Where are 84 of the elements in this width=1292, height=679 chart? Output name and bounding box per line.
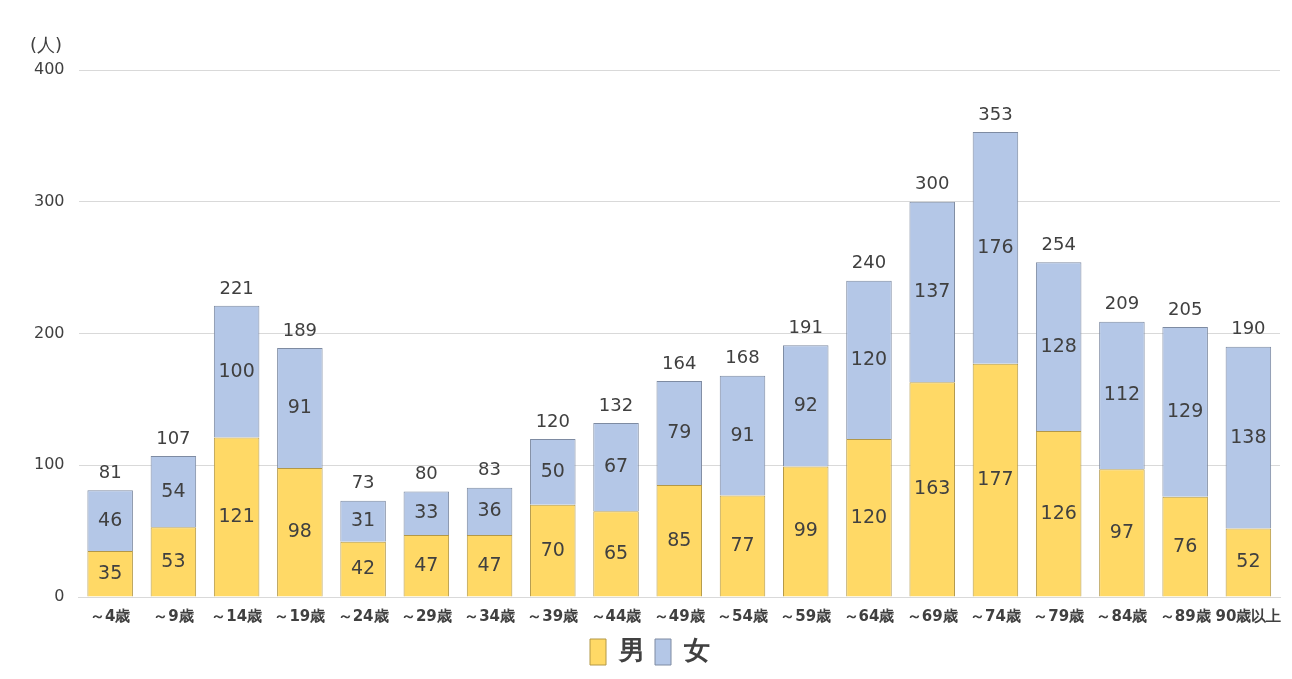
x-tick-label: ～4歳: [89, 606, 131, 625]
total-label: 190: [1231, 317, 1266, 339]
data-label: 137: [914, 278, 951, 301]
total-label: 168: [725, 346, 760, 368]
total-label: 221: [219, 276, 254, 298]
data-label: 176: [977, 234, 1014, 257]
y-axis-title: (人): [30, 33, 63, 55]
x-tick-label: ～24歳: [337, 606, 389, 625]
data-label: 85: [667, 527, 692, 550]
total-label: 300: [915, 172, 950, 194]
data-label: 46: [98, 507, 123, 530]
x-tick-label: ～69歳: [906, 606, 958, 625]
data-label: 112: [1103, 382, 1141, 405]
data-label: 121: [218, 503, 255, 526]
data-label: 129: [1167, 398, 1204, 421]
data-label: 42: [351, 556, 376, 579]
total-label: 205: [1167, 297, 1203, 319]
data-label: 47: [414, 552, 439, 575]
data-label: 79: [667, 419, 692, 442]
x-tick-label: ～59歳: [780, 606, 832, 625]
data-label: 91: [730, 422, 755, 445]
data-label: 50: [540, 458, 565, 481]
x-tick-label: ～29歳: [400, 606, 452, 625]
data-label: 120: [850, 504, 888, 527]
x-tick-label: ～84歳: [1096, 606, 1148, 625]
total-label: 80: [414, 462, 438, 484]
x-tick-label: ～34歳: [464, 606, 515, 625]
y-tick-label: 200: [33, 322, 65, 342]
total-label: 191: [788, 316, 823, 338]
data-label: 92: [793, 392, 818, 415]
data-label: 35: [98, 560, 123, 583]
x-tick-label: ～79歳: [1033, 606, 1085, 625]
total-label: 240: [851, 251, 887, 273]
total-label: 120: [535, 409, 570, 431]
total-label: 81: [98, 460, 122, 482]
legend-label: 女: [683, 634, 710, 665]
x-tick-label: ～89歳: [1159, 606, 1211, 625]
data-label: 138: [1230, 424, 1267, 447]
total-label: 353: [978, 102, 1013, 124]
total-label: 164: [662, 351, 697, 373]
data-label: 53: [161, 548, 186, 571]
x-tick-label: ～54歳: [717, 606, 768, 625]
data-label: 33: [414, 500, 439, 523]
data-label: 177: [977, 467, 1014, 490]
x-tick-label: ～9歳: [153, 606, 194, 625]
data-label: 70: [540, 537, 565, 560]
x-tick-label: ～74歳: [970, 606, 1021, 625]
data-label: 36: [477, 498, 502, 521]
y-tick-label: 100: [33, 454, 65, 474]
data-label: 163: [914, 476, 951, 499]
total-label: 189: [282, 318, 318, 340]
data-label: 31: [351, 508, 376, 531]
data-label: 54: [161, 478, 186, 501]
data-label: 100: [218, 358, 255, 381]
data-label: 126: [1040, 500, 1077, 523]
legend-label: 男: [618, 634, 645, 665]
data-label: 91: [287, 394, 312, 417]
data-label: 65: [603, 540, 629, 563]
y-tick-label: 400: [33, 59, 65, 79]
data-label: 77: [730, 532, 755, 555]
data-label: 99: [793, 518, 818, 541]
x-tick-label: ～19歳: [274, 606, 326, 625]
total-label: 254: [1041, 233, 1076, 255]
x-tick-label: ～64歳: [843, 606, 895, 625]
x-tick-label: 90歳以上: [1215, 606, 1282, 625]
y-tick-label: 0: [54, 586, 65, 606]
data-label: 67: [603, 454, 629, 477]
x-tick-label: ～44歳: [590, 606, 642, 625]
y-tick-label: 300: [33, 190, 65, 210]
data-label: 98: [287, 519, 312, 542]
total-label: 132: [598, 393, 634, 415]
total-label: 107: [156, 426, 191, 448]
x-tick-label: ～39歳: [527, 606, 579, 625]
data-label: 120: [850, 346, 888, 369]
data-label: 128: [1040, 333, 1077, 356]
total-label: 83: [478, 458, 502, 480]
data-label: 47: [477, 552, 502, 575]
data-label: 52: [1236, 549, 1261, 572]
data-label: 76: [1173, 533, 1198, 556]
total-label: 73: [351, 471, 375, 493]
data-label: 97: [1109, 519, 1135, 542]
x-tick-label: ～14歳: [211, 606, 263, 625]
x-tick-label: ～49歳: [653, 606, 705, 625]
total-label: 209: [1104, 292, 1140, 314]
